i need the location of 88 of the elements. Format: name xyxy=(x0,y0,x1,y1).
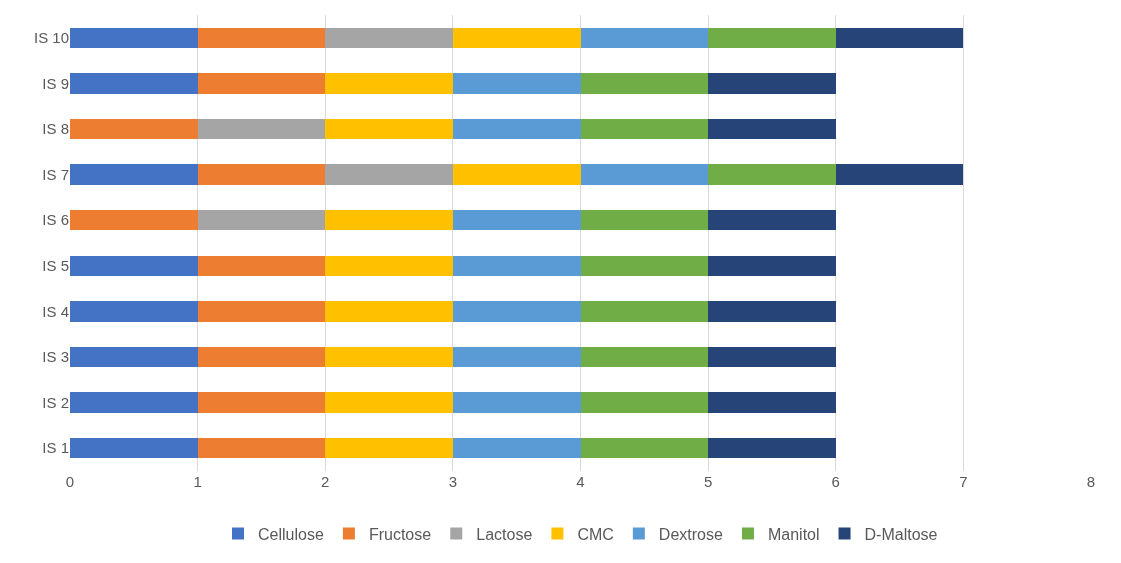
y-tick-label: IS 2 xyxy=(42,393,69,411)
bar xyxy=(580,209,709,231)
y-tick-label: IS 1 xyxy=(42,439,69,457)
bar xyxy=(197,255,326,277)
x-tick-label: 2 xyxy=(321,473,330,490)
bar xyxy=(580,164,709,185)
bar xyxy=(452,301,581,322)
bar xyxy=(452,255,581,277)
bar xyxy=(197,27,326,49)
y-tick-label: IS 3 xyxy=(42,348,69,366)
bar xyxy=(708,164,836,185)
bar xyxy=(835,164,964,185)
bar xyxy=(452,209,581,231)
legend-label: D-Maltose xyxy=(864,525,938,543)
x-tick-label: 0 xyxy=(65,473,75,490)
bar xyxy=(325,27,453,49)
x-tick-label: 6 xyxy=(831,473,840,490)
x-tick-label: 3 xyxy=(448,473,458,490)
bar xyxy=(325,392,453,413)
bar xyxy=(452,118,581,140)
bar xyxy=(197,437,326,459)
x-tick-label: 1 xyxy=(193,473,202,490)
bar xyxy=(70,437,198,459)
bar xyxy=(325,301,453,322)
bar xyxy=(580,255,709,277)
y-tick-label: IS 6 xyxy=(42,211,69,229)
bar xyxy=(325,255,453,277)
bar xyxy=(835,27,964,49)
bar xyxy=(70,164,198,185)
legend-label: Manitol xyxy=(767,525,820,543)
bar xyxy=(325,209,453,231)
y-tick-label: IS 7 xyxy=(42,165,69,183)
bar xyxy=(325,164,453,185)
bar xyxy=(580,118,709,140)
bar xyxy=(708,346,836,368)
bar xyxy=(70,118,198,140)
bar xyxy=(708,27,836,49)
bar xyxy=(70,301,198,322)
legend-label: Lactose xyxy=(476,525,533,543)
bar xyxy=(580,73,709,94)
bar xyxy=(452,164,581,185)
bar xyxy=(70,346,198,368)
bar xyxy=(580,392,709,413)
bar xyxy=(197,118,326,140)
legend-label: Fructose xyxy=(368,525,432,543)
y-tick-label: IS 5 xyxy=(42,257,69,275)
bar xyxy=(197,73,326,94)
bar xyxy=(325,73,453,94)
x-tick-label: 7 xyxy=(959,473,968,490)
bar xyxy=(70,27,198,49)
bar xyxy=(70,255,198,277)
bar xyxy=(325,346,453,368)
bar xyxy=(197,209,326,231)
bar xyxy=(70,73,198,94)
bar xyxy=(708,301,836,322)
bar xyxy=(197,346,326,368)
legend-label: CMC xyxy=(577,525,614,543)
bar xyxy=(708,437,836,459)
bar xyxy=(708,118,836,140)
bar xyxy=(708,255,836,277)
x-tick-label: 8 xyxy=(1086,473,1096,490)
bar xyxy=(197,164,326,185)
bar xyxy=(708,392,836,413)
bar xyxy=(452,392,581,413)
y-tick-label: IS 10 xyxy=(33,29,69,47)
bar xyxy=(452,73,581,94)
y-tick-label: IS 9 xyxy=(42,74,69,92)
bar xyxy=(580,437,709,459)
bar xyxy=(452,346,581,368)
y-tick-label: IS 8 xyxy=(42,120,69,138)
bar xyxy=(70,209,198,231)
bar xyxy=(197,392,326,413)
bar xyxy=(708,209,836,231)
bar xyxy=(580,27,709,49)
legend-label: Dextrose xyxy=(658,525,723,543)
bar xyxy=(325,437,453,459)
bar xyxy=(580,346,709,368)
bar xyxy=(708,73,836,94)
bar xyxy=(197,301,326,322)
bar xyxy=(452,437,581,459)
legend-label: Cellulose xyxy=(258,525,324,543)
bar xyxy=(452,27,581,49)
x-tick-label: 5 xyxy=(703,473,713,490)
x-tick-label: 4 xyxy=(576,473,585,490)
y-tick-label: IS 4 xyxy=(42,302,69,320)
bar xyxy=(325,118,453,140)
bar xyxy=(580,301,709,322)
bar xyxy=(70,392,198,413)
